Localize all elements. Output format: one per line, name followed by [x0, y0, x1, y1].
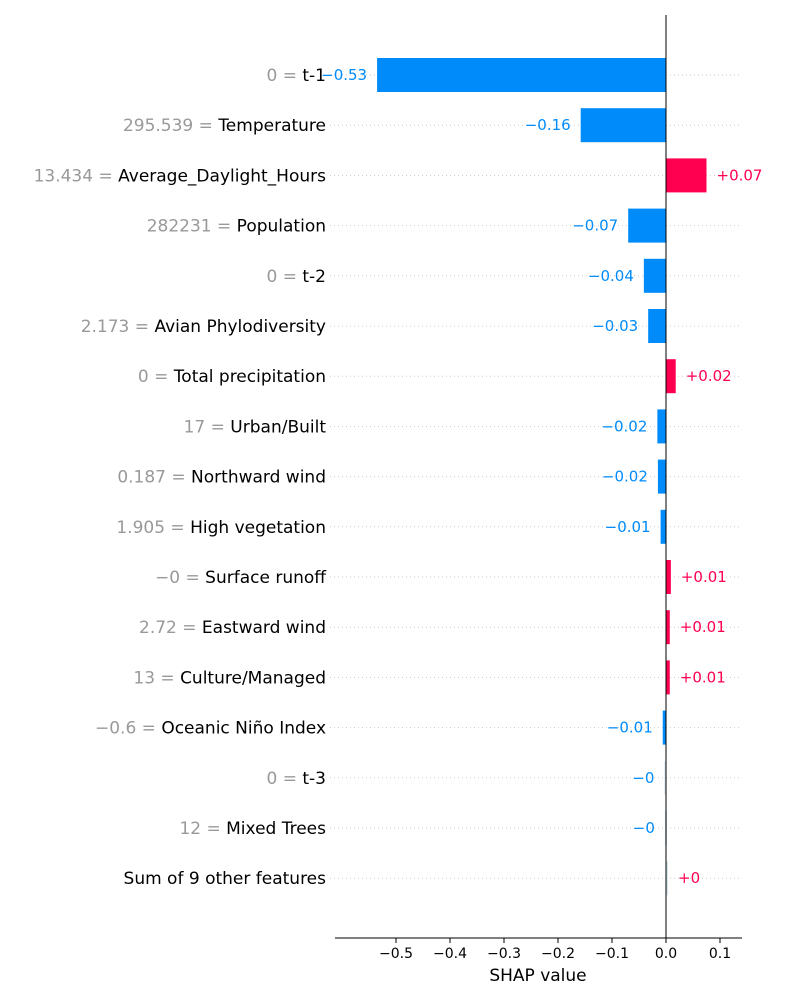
bar-value-label: −0.16 [525, 116, 571, 134]
feature-value: 17 = [184, 417, 231, 437]
feature-value: 2.72 = [139, 618, 202, 638]
x-tick-label: −0.4 [433, 946, 467, 962]
shap-bar [657, 459, 666, 494]
feature-name: t-1 [302, 66, 326, 86]
feature-label: 12 = Mixed Trees [179, 819, 326, 839]
x-tick-label: −0.5 [379, 946, 413, 962]
x-tick-label: 0.1 [709, 946, 731, 962]
feature-name: Culture/Managed [180, 668, 326, 688]
shap-bar [666, 861, 668, 896]
x-tick-label: −0.3 [487, 946, 521, 962]
shap-bar [660, 509, 666, 544]
feature-value: 12 = [179, 819, 226, 839]
shap-bar [666, 610, 670, 645]
feature-name: Temperature [217, 116, 326, 136]
feature-name: t-3 [302, 769, 326, 789]
x-tick-label: −0.2 [541, 946, 575, 962]
bar-value-label: +0.07 [717, 166, 763, 184]
bar-value-label: −0.01 [607, 719, 653, 737]
x-tick-label: 0.0 [655, 946, 677, 962]
shap-bar [666, 359, 676, 394]
feature-label: 0 = Total precipitation [138, 367, 326, 387]
shap-bar [666, 660, 670, 695]
feature-label: 295.539 = Temperature [123, 116, 326, 136]
feature-value: 2.173 = [81, 317, 155, 337]
shap-bar [657, 409, 666, 444]
x-tick-label: −0.1 [595, 946, 629, 962]
x-axis: −0.5 −0.4 −0.3 −0.2 −0.1 0.0 0.1 [335, 937, 742, 962]
feature-label: 13 = Culture/Managed [133, 668, 326, 688]
feature-label: −0 = Surface runoff [155, 568, 327, 588]
x-axis-label: SHAP value [489, 966, 586, 986]
bar-value-label: −0.02 [601, 417, 647, 435]
feature-name: Mixed Trees [226, 819, 326, 839]
feature-label: 2.173 = Avian Phylodiversity [81, 317, 326, 337]
bar-value-label: +0.01 [680, 668, 726, 686]
feature-name: Avian Phylodiversity [154, 317, 326, 337]
feature-label: 0 = t-2 [267, 267, 327, 287]
bar-value-label: −0.02 [602, 468, 648, 486]
shap-bar [580, 108, 666, 143]
feature-name: High vegetation [190, 518, 326, 538]
bar-value-label: +0.01 [681, 568, 727, 586]
bar-value-label: −0.04 [588, 267, 634, 285]
feature-name: Population [237, 217, 326, 237]
bar-value-label: +0.01 [680, 618, 726, 636]
feature-value: −0 = [155, 568, 205, 588]
feature-value: 282231 = [147, 217, 237, 237]
feature-label: −0.6 = Oceanic Niño Index [95, 719, 326, 739]
feature-name: Eastward wind [202, 618, 326, 638]
feature-value: 295.539 = [123, 116, 218, 136]
feature-label: Sum of 9 other features [124, 869, 327, 889]
rows-layer: 0 = t-1 295.539 = Temperature 13.434 = Ave… [34, 66, 742, 889]
bar-value-label: −0 [633, 819, 655, 837]
bar-value-label: −0.01 [605, 518, 651, 536]
shap-bar [666, 560, 671, 594]
feature-label: 13.434 = Average_Daylight_Hours [34, 166, 327, 186]
bar-value-label: +0 [678, 869, 700, 887]
feature-name: Sum of 9 other features [124, 869, 327, 889]
feature-value: 13 = [133, 668, 180, 688]
feature-label: 0.187 = Northward wind [117, 468, 326, 488]
feature-value: 0 = [138, 367, 174, 387]
shap-bar [648, 309, 666, 343]
feature-value: 0.187 = [117, 468, 191, 488]
shap-bar [643, 258, 666, 293]
feature-name: Northward wind [191, 468, 326, 488]
bar-value-label: −0 [632, 769, 654, 787]
feature-name: Urban/Built [230, 417, 326, 437]
bars-layer: −0.53 −0.16 +0.07 −0.07 −0.04 −0.03 +0.02 −0.02… [321, 58, 763, 896]
feature-label: 282231 = Population [147, 217, 326, 237]
shap-bar [662, 710, 666, 745]
shap-bar [628, 208, 666, 243]
feature-name: Average_Daylight_Hours [118, 166, 326, 186]
feature-name: Surface runoff [205, 568, 327, 588]
feature-label: 0 = t-3 [267, 769, 327, 789]
feature-name: Oceanic Niño Index [161, 719, 326, 739]
feature-value: 1.905 = [116, 518, 190, 538]
feature-name: Total precipitation [173, 367, 326, 387]
feature-name: t-2 [302, 267, 326, 287]
feature-value: 13.434 = [34, 166, 119, 186]
shap-bar [666, 158, 707, 193]
bar-value-label: −0.07 [572, 217, 618, 235]
shap-bar [664, 760, 667, 795]
feature-label: 1.905 = High vegetation [116, 518, 326, 538]
shap-bar [377, 58, 666, 92]
bar-value-label: −0.03 [592, 317, 638, 335]
feature-value: 0 = [267, 267, 303, 287]
feature-value: 0 = [267, 769, 303, 789]
feature-label: 2.72 = Eastward wind [139, 618, 326, 638]
bar-value-label: +0.02 [686, 367, 732, 385]
bar-value-label: −0.53 [321, 66, 367, 84]
feature-value: 0 = [267, 66, 303, 86]
feature-label: 17 = Urban/Built [184, 417, 327, 437]
feature-label: 0 = t-1 [267, 66, 327, 86]
feature-value: −0.6 = [95, 719, 161, 739]
